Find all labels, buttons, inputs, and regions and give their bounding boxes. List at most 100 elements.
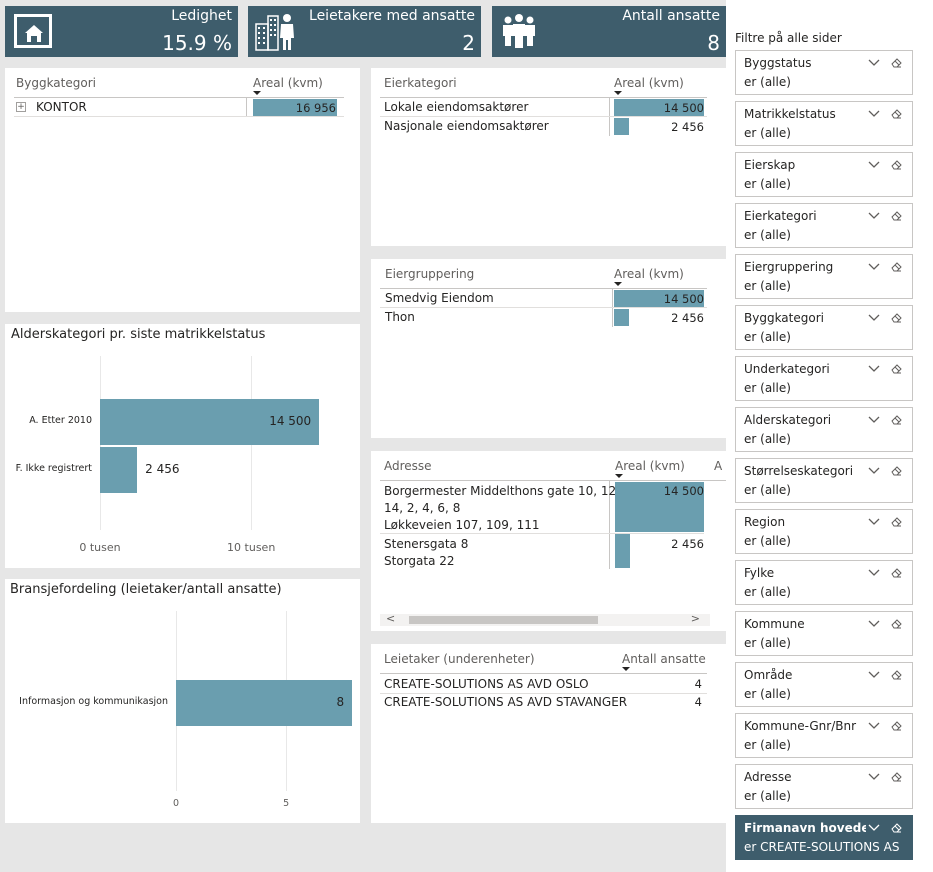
filter-card[interactable]: Eierskap er (alle) (735, 152, 913, 197)
filter-pane: Filtre på alle sider Byggstatus er (alle)… (726, 0, 933, 872)
address-line[interactable]: Storgata 22 (384, 554, 455, 568)
table-row-label[interactable]: Lokale eiendomsaktører (384, 100, 529, 114)
eraser-icon[interactable] (890, 260, 903, 273)
chevron-down-icon[interactable] (868, 617, 880, 629)
chevron-down-icon[interactable] (868, 566, 880, 578)
filter-value: er (alle) (744, 279, 791, 293)
scroll-left-arrow[interactable]: < (386, 612, 396, 625)
filter-card[interactable]: Alderskategori er (alle) (735, 407, 913, 452)
eierkategori-column-header[interactable]: Eierkategori (384, 76, 457, 90)
filter-card[interactable]: Region er (alle) (735, 509, 913, 554)
chevron-down-icon[interactable] (868, 515, 880, 527)
chevron-down-icon[interactable] (868, 56, 880, 68)
table-row-label[interactable]: CREATE-SOLUTIONS AS AVD STAVANGER (384, 695, 628, 709)
chart-bar[interactable] (100, 447, 138, 493)
address-line[interactable]: 14, 2, 4, 6, 8 (384, 501, 461, 515)
expand-icon[interactable]: + (16, 102, 26, 112)
leietaker-table-panel: Leietaker (underenheter) Antall ansatte … (371, 644, 726, 823)
eraser-icon[interactable] (890, 566, 903, 579)
sort-desc-icon[interactable] (615, 474, 623, 478)
eiergruppering-column-header[interactable]: Eiergruppering (385, 267, 475, 281)
filter-card[interactable]: Eierkategori er (alle) (735, 203, 913, 248)
table-row-label[interactable]: Nasjonale eiendomsaktører (384, 119, 549, 133)
filter-card[interactable]: Underkategori er (alle) (735, 356, 913, 401)
table-row-label[interactable]: Smedvig Eiendom (385, 291, 494, 305)
address-line[interactable]: Løkkeveien 107, 109, 111 (384, 518, 540, 532)
areal-column-header[interactable]: Areal (kvm) (614, 267, 684, 281)
filter-name: Kommune (744, 617, 805, 631)
bransje-chart-panel: Bransjefordeling (leietaker/antall ansat… (5, 579, 360, 823)
eraser-icon[interactable] (890, 770, 903, 783)
eraser-icon[interactable] (890, 158, 903, 171)
eraser-icon[interactable] (890, 362, 903, 375)
leietaker-column-header[interactable]: Leietaker (underenheter) (384, 652, 535, 666)
chevron-down-icon[interactable] (868, 413, 880, 425)
eraser-icon[interactable] (890, 107, 903, 120)
sort-desc-icon[interactable] (614, 282, 622, 286)
kpi-vacancy-card[interactable]: Ledighet 15.9 % (5, 6, 238, 57)
eraser-icon[interactable] (890, 209, 903, 222)
filter-card[interactable]: Matrikkelstatus er (alle) (735, 101, 913, 146)
areal-column-header[interactable]: Areal (kvm) (614, 76, 684, 90)
kpi-employees-card[interactable]: Antall ansatte 8 (492, 6, 726, 57)
filter-card[interactable]: Byggkategori er (alle) (735, 305, 913, 350)
scroll-right-arrow[interactable]: > (690, 612, 700, 625)
filter-card[interactable]: Adresse er (alle) (735, 764, 913, 809)
chevron-down-icon[interactable] (868, 311, 880, 323)
chevron-down-icon[interactable] (868, 770, 880, 782)
eraser-icon[interactable] (890, 56, 903, 69)
eraser-icon[interactable] (890, 515, 903, 528)
bransje-plot: 0 5 Informasjon og kommunikasjon 8 (5, 579, 360, 823)
filter-card[interactable]: Fylke er (alle) (735, 560, 913, 605)
eraser-icon[interactable] (890, 464, 903, 477)
filter-card[interactable]: Firmanavn hovedenhet er CREATE-SOLUTIONS … (735, 815, 913, 860)
chevron-down-icon[interactable] (868, 464, 880, 476)
kpi-tenants-card[interactable]: Leietakere med ansatte 2 (248, 6, 481, 57)
filter-card[interactable]: Eiergruppering er (alle) (735, 254, 913, 299)
areal-column-header[interactable]: Areal (kvm) (253, 76, 323, 90)
sort-desc-icon[interactable] (614, 91, 622, 95)
table-row-label[interactable]: Thon (385, 310, 415, 324)
address-line[interactable]: Stenersgata 8 (384, 537, 469, 551)
filter-name: Størrelseskategori (744, 464, 854, 478)
filter-card[interactable]: Byggstatus er (alle) (735, 50, 913, 95)
horizontal-scrollbar[interactable]: < > (380, 612, 710, 626)
eraser-icon[interactable] (890, 719, 903, 732)
chevron-down-icon[interactable] (868, 362, 880, 374)
byggkategori-column-header[interactable]: Byggkategori (16, 76, 96, 90)
chevron-down-icon[interactable] (868, 719, 880, 731)
eraser-icon[interactable] (890, 821, 903, 834)
filter-card[interactable]: Størrelseskategori er (alle) (735, 458, 913, 503)
kpi-employees-value: 8 (707, 31, 720, 55)
chevron-down-icon[interactable] (868, 821, 880, 833)
sort-desc-icon[interactable] (622, 667, 630, 671)
chevron-down-icon[interactable] (868, 668, 880, 680)
chart-title: Alderskategori pr. siste matrikkelstatus (11, 327, 266, 342)
sort-desc-icon[interactable] (253, 91, 261, 95)
eraser-icon[interactable] (890, 311, 903, 324)
address-line[interactable]: Borgermester Middelthons gate 10, 12, (384, 484, 620, 498)
row-divider (380, 533, 704, 534)
truncated-column-header[interactable]: A (714, 459, 723, 473)
filter-name: Eierkategori (744, 209, 817, 223)
adresse-column-header[interactable]: Adresse (384, 459, 432, 473)
filter-card[interactable]: Område er (alle) (735, 662, 913, 707)
filter-card[interactable]: Kommune-Gnr/Bnr er (alle) (735, 713, 913, 758)
eraser-icon[interactable] (890, 413, 903, 426)
antall-ansatte-column-header[interactable]: Antall ansatte (622, 652, 706, 666)
filter-value: er (alle) (744, 432, 791, 446)
chevron-down-icon[interactable] (868, 260, 880, 272)
filter-card[interactable]: Kommune er (alle) (735, 611, 913, 656)
table-row-label[interactable]: KONTOR (36, 100, 87, 114)
chart-bar[interactable] (176, 680, 353, 726)
chevron-down-icon[interactable] (868, 107, 880, 119)
areal-column-header[interactable]: Areal (kvm) (615, 459, 685, 473)
table-row-label[interactable]: CREATE-SOLUTIONS AS AVD OSLO (384, 677, 589, 691)
eraser-icon[interactable] (890, 668, 903, 681)
chevron-down-icon[interactable] (868, 209, 880, 221)
scrollbar-thumb[interactable] (409, 616, 598, 624)
chart-bar[interactable] (100, 399, 320, 445)
chevron-down-icon[interactable] (868, 158, 880, 170)
eraser-icon[interactable] (890, 617, 903, 630)
x-tick-label: 0 (172, 798, 180, 809)
